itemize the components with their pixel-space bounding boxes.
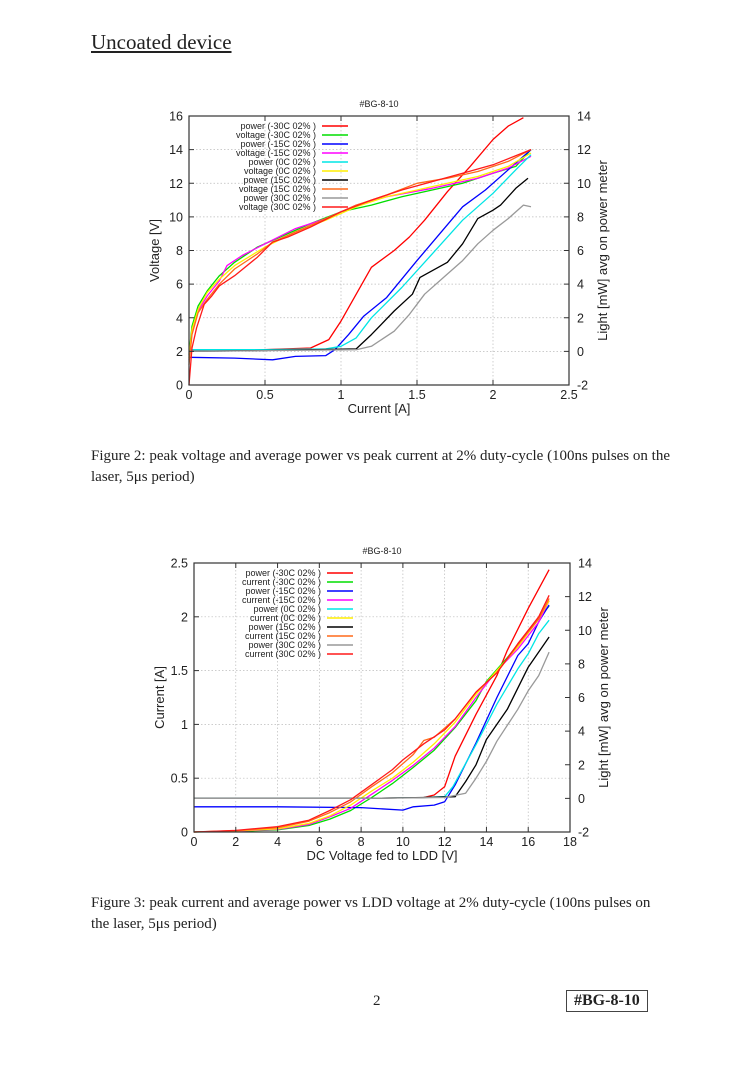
y-tick-label: 4 — [176, 311, 183, 325]
y-tick-label: 2 — [176, 345, 183, 359]
y-tick-label: 0 — [176, 379, 183, 393]
legend-label: power (0C 02% ) — [253, 604, 321, 614]
series-line-8 — [194, 651, 550, 800]
x-tick-label: 2 — [232, 835, 239, 849]
x-tick-label: 16 — [521, 835, 535, 849]
y-tick-label: 1.5 — [171, 664, 188, 678]
legend-label: voltage (0C 02% ) — [244, 166, 316, 176]
y-tick-label: 6 — [176, 278, 183, 292]
chart-title: #BG-8-10 — [362, 546, 401, 556]
series-line-0 — [189, 117, 524, 351]
figure-2-svg: 0 0.5 1 1.5 2 2.5 0 2 4 6 8 10 12 14 16 -2 0 2 4 6 8 10 12 14 Cu… — [147, 99, 610, 416]
series-line-6 — [194, 636, 550, 800]
chart-title: #BG-8-10 — [359, 99, 398, 109]
x-axis-label: Current [A] — [348, 401, 411, 416]
legend-label: power (-15C 02% ) — [245, 586, 321, 596]
y2-tick-label: 0 — [577, 345, 584, 359]
legend-label: power (0C 02% ) — [248, 157, 316, 167]
y2-tick-label: 12 — [577, 143, 591, 157]
y-tick-label: 16 — [169, 110, 183, 124]
y-axis-label: Current [A] — [152, 666, 167, 729]
legend-label: voltage (-30C 02% ) — [236, 130, 316, 140]
figure-2-caption: Figure 2: peak voltage and average power… — [91, 448, 670, 485]
y2-tick-label: 8 — [578, 657, 585, 671]
y-tick-label: 2.5 — [171, 557, 188, 571]
x-tick-label: 18 — [563, 835, 577, 849]
y-axis-label: Voltage [V] — [147, 219, 162, 282]
series-line-1 — [188, 149, 532, 355]
y2-tick-label: 6 — [578, 691, 585, 705]
x-tick-label: 0 — [186, 388, 193, 402]
figure-3-caption: Figure 3: peak current and average power… — [91, 895, 651, 932]
y2-tick-label: 12 — [578, 590, 592, 604]
legend-label: power (-30C 02% ) — [245, 568, 321, 578]
y2-tick-label: 6 — [577, 244, 584, 258]
legend-label: current (-30C 02% ) — [242, 577, 321, 587]
document-id-box: #BG-8-10 — [566, 990, 648, 1012]
series-line-9 — [193, 595, 550, 833]
y2-tick-label: 14 — [578, 557, 592, 571]
x-tick-label: 2.5 — [560, 388, 577, 402]
y2-tick-label: 0 — [578, 792, 585, 806]
y2-tick-label: 2 — [577, 311, 584, 325]
y2-tick-label: 4 — [578, 725, 585, 739]
y2-tick-label: 4 — [577, 278, 584, 292]
legend-label: power (15C 02% ) — [243, 175, 316, 185]
y2-tick-label: 10 — [578, 624, 592, 638]
figure-3-svg: 0 2 4 6 8 10 12 14 16 18 0 0.5 1 1.5 2 2.5 -2 0 2 4 6 8 10 12 14… — [152, 546, 611, 863]
x-tick-label: 14 — [479, 835, 493, 849]
x-tick-label: 0.5 — [256, 388, 273, 402]
y2-tick-label: 8 — [577, 210, 584, 224]
x-tick-label: 10 — [396, 835, 410, 849]
y2-tick-label: -2 — [577, 379, 588, 393]
x-tick-label: 2 — [490, 388, 497, 402]
y2-tick-label: 14 — [577, 110, 591, 124]
figure-2-chart: 0 0.5 1 1.5 2 2.5 0 2 4 6 8 10 12 14 16 -2 0 2 4 6 8 10 12 14 Cu… — [0, 90, 754, 420]
series-line-1 — [193, 605, 550, 833]
y2-tick-label: 2 — [578, 758, 585, 772]
figure-3-chart: 0 2 4 6 8 10 12 14 16 18 0 0.5 1 1.5 2 2.5 -2 0 2 4 6 8 10 12 14… — [0, 537, 754, 867]
page-number: 2 — [373, 993, 381, 1009]
series-line-8 — [188, 204, 532, 353]
y-tick-label: 0.5 — [171, 772, 188, 786]
legend-label: voltage (-15C 02% ) — [236, 148, 316, 158]
series-line-2 — [194, 604, 550, 811]
legend-label: current (30C 02% ) — [245, 649, 321, 659]
x-axis-label: DC Voltage fed to LDD [V] — [306, 848, 457, 863]
series-line-6 — [188, 177, 529, 353]
legend-label: power (15C 02% ) — [248, 622, 321, 632]
legend-label: voltage (30C 02% ) — [239, 202, 316, 212]
x-tick-label: 4 — [274, 835, 281, 849]
legend-label: current (15C 02% ) — [245, 631, 321, 641]
y2-axis-label: Light [mW] avg on power meter — [596, 607, 611, 788]
y-tick-label: 14 — [169, 143, 183, 157]
y-tick-label: 0 — [181, 826, 188, 840]
y-tick-label: 10 — [169, 210, 183, 224]
x-tick-label: 1.5 — [408, 388, 425, 402]
y2-tick-label: -2 — [578, 826, 589, 840]
legend-label: voltage (15C 02% ) — [239, 184, 316, 194]
legend-label: power (30C 02% ) — [243, 193, 316, 203]
y-tick-label: 8 — [176, 244, 183, 258]
series-line-9 — [188, 148, 532, 386]
x-tick-label: 6 — [316, 835, 323, 849]
legend-label: current (-15C 02% ) — [242, 595, 321, 605]
series-line-3 — [188, 155, 532, 360]
x-tick-label: 8 — [358, 835, 365, 849]
x-tick-label: 12 — [438, 835, 452, 849]
y2-axis-label: Light [mW] avg on power meter — [595, 160, 610, 341]
x-tick-label: 0 — [191, 835, 198, 849]
series-line-4 — [194, 619, 550, 800]
y-tick-label: 1 — [181, 718, 188, 732]
y-tick-label: 2 — [181, 610, 188, 624]
x-tick-label: 1 — [338, 388, 345, 402]
legend-label: power (-30C 02% ) — [240, 121, 316, 131]
legend-label: current (0C 02% ) — [250, 613, 321, 623]
y-tick-label: 12 — [169, 177, 183, 191]
legend-label: power (30C 02% ) — [248, 640, 321, 650]
section-title: Uncoated device — [91, 30, 232, 54]
series-line-2 — [188, 149, 532, 361]
y2-tick-label: 10 — [577, 177, 591, 191]
legend-label: power (-15C 02% ) — [240, 139, 316, 149]
